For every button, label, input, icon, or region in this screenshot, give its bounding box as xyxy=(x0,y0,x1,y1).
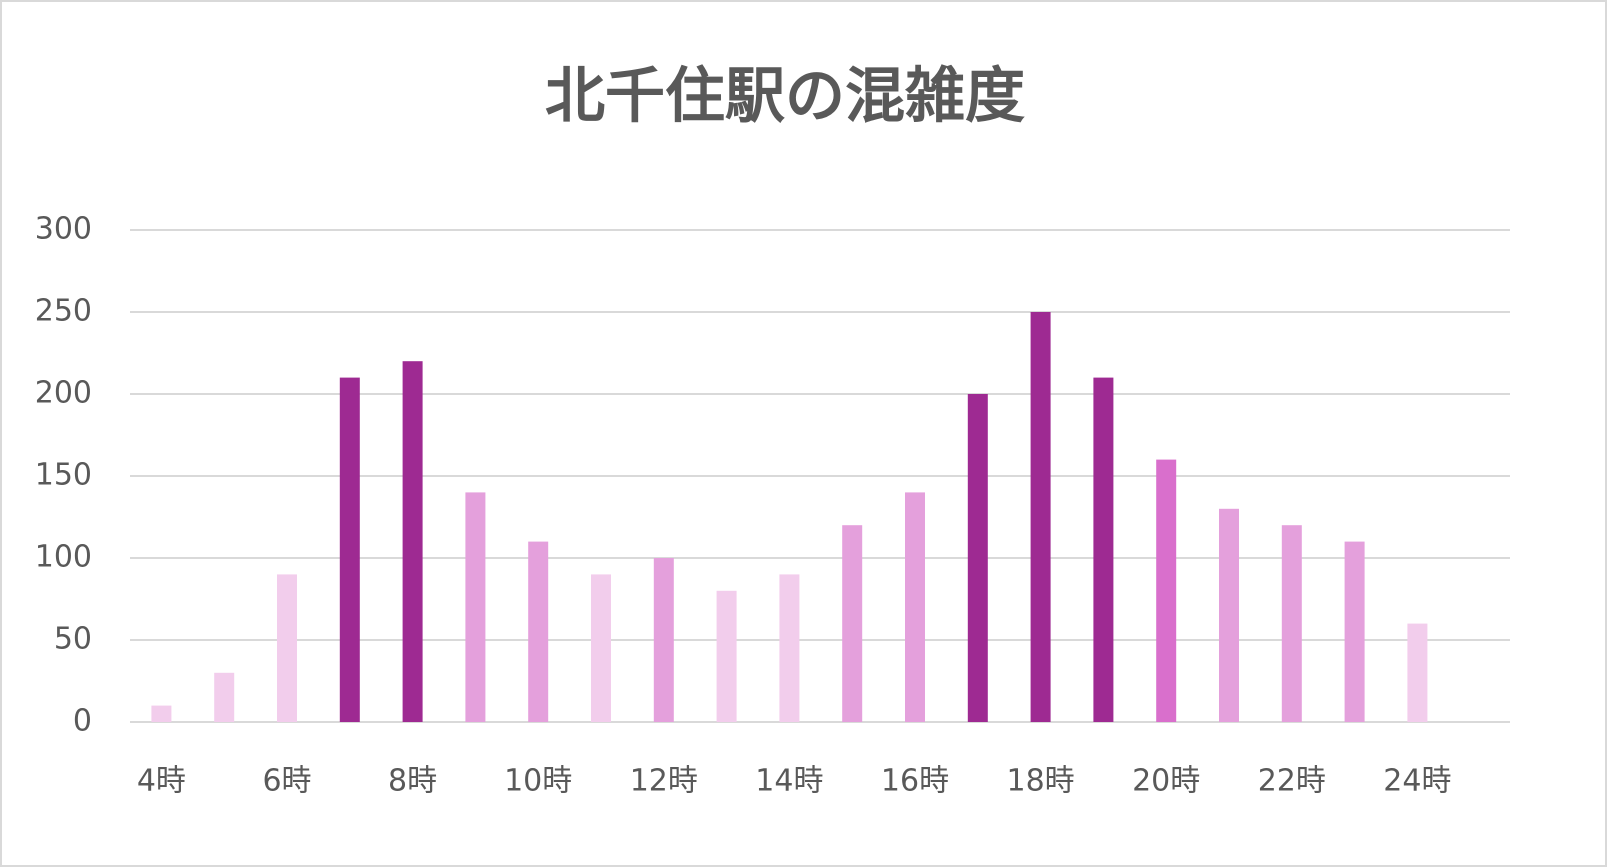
x-tick-label: 8時 xyxy=(388,764,437,799)
x-tick-label: 18時 xyxy=(1007,764,1075,799)
bar xyxy=(1156,459,1177,722)
x-tick-label: 22時 xyxy=(1258,764,1326,799)
x-tick-label: 4時 xyxy=(137,764,186,799)
bar xyxy=(1093,377,1114,722)
bar xyxy=(1281,525,1302,722)
x-tick-label: 12時 xyxy=(630,764,698,799)
x-tick-label: 16時 xyxy=(881,764,949,799)
y-tick-label: 50 xyxy=(54,622,92,657)
bar xyxy=(591,574,611,722)
bar xyxy=(967,394,988,722)
bar xyxy=(1407,623,1428,722)
chart-title: 北千住駅の混雑度 xyxy=(545,62,1025,132)
bar xyxy=(402,361,423,722)
y-tick-label: 300 xyxy=(35,212,92,247)
bar xyxy=(716,590,737,722)
bar xyxy=(1030,312,1051,722)
bar xyxy=(151,705,172,722)
x-tick-label: 6時 xyxy=(262,764,311,799)
x-tick-label: 14時 xyxy=(755,764,823,799)
bar xyxy=(842,525,863,722)
bar xyxy=(1219,508,1239,722)
y-tick-label: 200 xyxy=(35,376,92,411)
x-tick-label: 24時 xyxy=(1383,764,1451,799)
y-tick-label: 0 xyxy=(73,704,92,739)
bar xyxy=(779,574,800,722)
y-tick-label: 150 xyxy=(35,458,92,493)
x-tick-label: 10時 xyxy=(504,764,572,799)
bar xyxy=(653,558,674,722)
bar xyxy=(1344,541,1365,722)
bar xyxy=(465,492,486,722)
bar xyxy=(528,541,549,722)
bar xyxy=(339,377,360,722)
y-tick-label: 100 xyxy=(35,540,92,575)
x-tick-label: 20時 xyxy=(1132,764,1200,799)
bar xyxy=(905,492,925,722)
bar xyxy=(277,574,297,722)
y-tick-label: 250 xyxy=(35,294,92,329)
bar xyxy=(214,672,235,722)
